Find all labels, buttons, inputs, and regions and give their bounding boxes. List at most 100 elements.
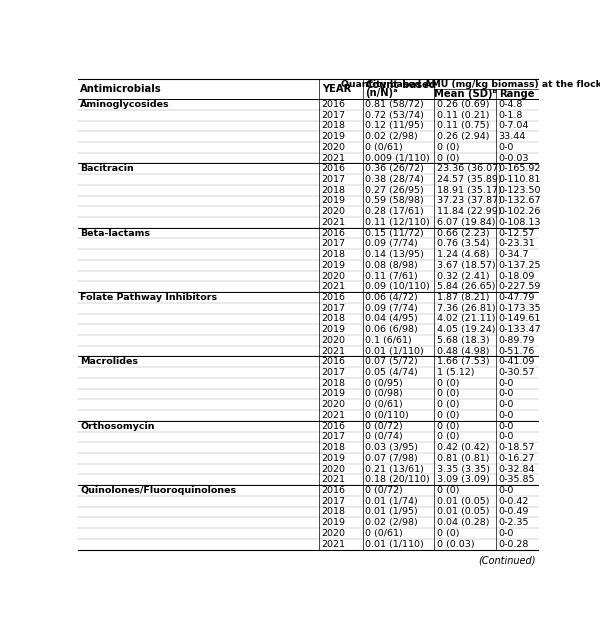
Text: 0-0: 0-0 bbox=[499, 432, 514, 441]
Text: 2020: 2020 bbox=[322, 400, 346, 409]
Text: 0 (0/61): 0 (0/61) bbox=[365, 143, 403, 152]
Text: 0-41.09: 0-41.09 bbox=[499, 357, 535, 367]
Text: 0.48 (4.98): 0.48 (4.98) bbox=[437, 347, 489, 356]
Text: 0-47.79: 0-47.79 bbox=[499, 293, 535, 302]
Text: 0 (0): 0 (0) bbox=[437, 154, 459, 163]
Text: Antimicrobials: Antimicrobials bbox=[80, 84, 162, 94]
Text: 2018: 2018 bbox=[322, 443, 346, 452]
Text: 2021: 2021 bbox=[322, 218, 346, 227]
Text: 0.11 (7/61): 0.11 (7/61) bbox=[365, 272, 418, 280]
Text: 33.44: 33.44 bbox=[499, 132, 526, 141]
Text: 0-137.25: 0-137.25 bbox=[499, 261, 541, 270]
Text: 0.08 (8/98): 0.08 (8/98) bbox=[365, 261, 418, 270]
Text: 2018: 2018 bbox=[322, 315, 346, 323]
Text: 0 (0): 0 (0) bbox=[437, 422, 459, 430]
Text: 2021: 2021 bbox=[322, 154, 346, 163]
Text: Folate Pathway Inhibitors: Folate Pathway Inhibitors bbox=[80, 293, 218, 302]
Text: Aminoglycosides: Aminoglycosides bbox=[80, 100, 170, 109]
Text: 0 (0/61): 0 (0/61) bbox=[365, 400, 403, 409]
Text: 0.1 (6/61): 0.1 (6/61) bbox=[365, 336, 412, 345]
Text: Beta-lactams: Beta-lactams bbox=[80, 229, 151, 237]
Text: Count-based: Count-based bbox=[365, 80, 436, 90]
Text: 0.11 (12/110): 0.11 (12/110) bbox=[365, 218, 430, 227]
Text: 1.24 (4.68): 1.24 (4.68) bbox=[437, 250, 489, 259]
Text: 0-0: 0-0 bbox=[499, 411, 514, 420]
Text: 0.11 (0.75): 0.11 (0.75) bbox=[437, 122, 489, 130]
Text: 0.28 (17/61): 0.28 (17/61) bbox=[365, 207, 424, 216]
Text: 0.09 (7/74): 0.09 (7/74) bbox=[365, 239, 418, 248]
Text: 2021: 2021 bbox=[322, 475, 346, 484]
Text: 0-133.47: 0-133.47 bbox=[499, 325, 541, 334]
Text: 24.57 (35.89): 24.57 (35.89) bbox=[437, 175, 501, 184]
Text: Range: Range bbox=[499, 89, 535, 99]
Text: 2016: 2016 bbox=[322, 165, 346, 173]
Text: (Continued): (Continued) bbox=[479, 556, 536, 566]
Text: 2017: 2017 bbox=[322, 175, 346, 184]
Text: Quantity based AMU (mg/kg biomass) at the flock level: Quantity based AMU (mg/kg biomass) at th… bbox=[341, 80, 600, 89]
Text: 2017: 2017 bbox=[322, 432, 346, 441]
Text: 2019: 2019 bbox=[322, 261, 346, 270]
Text: 0.18 (20/110): 0.18 (20/110) bbox=[365, 475, 430, 484]
Text: Mean (SD)ᵇ: Mean (SD)ᵇ bbox=[434, 89, 497, 99]
Text: 0.04 (0.28): 0.04 (0.28) bbox=[437, 518, 489, 527]
Text: 0.09 (10/110): 0.09 (10/110) bbox=[365, 282, 430, 291]
Text: 2020: 2020 bbox=[322, 207, 346, 216]
Text: 7.36 (26.81): 7.36 (26.81) bbox=[437, 304, 495, 313]
Text: 0 (0): 0 (0) bbox=[437, 486, 459, 495]
Text: 0 (0/98): 0 (0/98) bbox=[365, 389, 403, 399]
Text: 0 (0): 0 (0) bbox=[437, 411, 459, 420]
Text: 2021: 2021 bbox=[322, 347, 346, 356]
Text: 0-0.42: 0-0.42 bbox=[499, 497, 529, 506]
Text: 2020: 2020 bbox=[322, 336, 346, 345]
Text: 0.07 (7/98): 0.07 (7/98) bbox=[365, 454, 418, 463]
Text: 0-30.57: 0-30.57 bbox=[499, 368, 535, 377]
Text: 0.01 (0.05): 0.01 (0.05) bbox=[437, 497, 489, 506]
Text: 2016: 2016 bbox=[322, 357, 346, 367]
Text: 0-149.61: 0-149.61 bbox=[499, 315, 541, 323]
Text: 0.27 (26/95): 0.27 (26/95) bbox=[365, 185, 424, 195]
Text: 0-89.79: 0-89.79 bbox=[499, 336, 535, 345]
Text: 0.66 (2.23): 0.66 (2.23) bbox=[437, 229, 489, 237]
Text: 0 (0): 0 (0) bbox=[437, 389, 459, 399]
Text: 0-165.92: 0-165.92 bbox=[499, 165, 541, 173]
Text: 3.09 (3.09): 3.09 (3.09) bbox=[437, 475, 490, 484]
Text: 2016: 2016 bbox=[322, 293, 346, 302]
Text: 0.59 (58/98): 0.59 (58/98) bbox=[365, 196, 424, 206]
Text: 2017: 2017 bbox=[322, 111, 346, 120]
Text: 2021: 2021 bbox=[322, 540, 346, 549]
Text: (n/N)ᵃ: (n/N)ᵃ bbox=[365, 89, 398, 99]
Text: 0.04 (4/95): 0.04 (4/95) bbox=[365, 315, 418, 323]
Text: 6.07 (19.84): 6.07 (19.84) bbox=[437, 218, 495, 227]
Text: 0.11 (0.21): 0.11 (0.21) bbox=[437, 111, 489, 120]
Text: 0-0: 0-0 bbox=[499, 389, 514, 399]
Text: 2020: 2020 bbox=[322, 272, 346, 280]
Text: 0.009 (1/110): 0.009 (1/110) bbox=[365, 154, 430, 163]
Text: 0 (0): 0 (0) bbox=[437, 529, 459, 538]
Text: 0-0.28: 0-0.28 bbox=[499, 540, 529, 549]
Text: 0.09 (7/74): 0.09 (7/74) bbox=[365, 304, 418, 313]
Text: 0-0.49: 0-0.49 bbox=[499, 508, 529, 517]
Text: 0.14 (13/95): 0.14 (13/95) bbox=[365, 250, 424, 259]
Text: Bacitracin: Bacitracin bbox=[80, 165, 134, 173]
Text: 2017: 2017 bbox=[322, 497, 346, 506]
Text: 0.38 (28/74): 0.38 (28/74) bbox=[365, 175, 424, 184]
Text: 0 (0): 0 (0) bbox=[437, 379, 459, 388]
Text: 0-32.84: 0-32.84 bbox=[499, 465, 535, 473]
Text: 0-35.85: 0-35.85 bbox=[499, 475, 535, 484]
Text: 0-132.67: 0-132.67 bbox=[499, 196, 541, 206]
Text: 2018: 2018 bbox=[322, 379, 346, 388]
Text: 2019: 2019 bbox=[322, 454, 346, 463]
Text: 0-108.13: 0-108.13 bbox=[499, 218, 541, 227]
Text: 2017: 2017 bbox=[322, 368, 346, 377]
Text: 1 (5.12): 1 (5.12) bbox=[437, 368, 474, 377]
Text: 0-0.03: 0-0.03 bbox=[499, 154, 529, 163]
Text: 0.32 (2.41): 0.32 (2.41) bbox=[437, 272, 489, 280]
Text: 0.01 (1/74): 0.01 (1/74) bbox=[365, 497, 418, 506]
Text: 0-2.35: 0-2.35 bbox=[499, 518, 529, 527]
Text: 0 (0.03): 0 (0.03) bbox=[437, 540, 474, 549]
Text: 0-173.35: 0-173.35 bbox=[499, 304, 541, 313]
Text: 0.06 (6/98): 0.06 (6/98) bbox=[365, 325, 418, 334]
Text: 0-0: 0-0 bbox=[499, 400, 514, 409]
Text: 0-4.8: 0-4.8 bbox=[499, 100, 523, 109]
Text: 0-102.26: 0-102.26 bbox=[499, 207, 541, 216]
